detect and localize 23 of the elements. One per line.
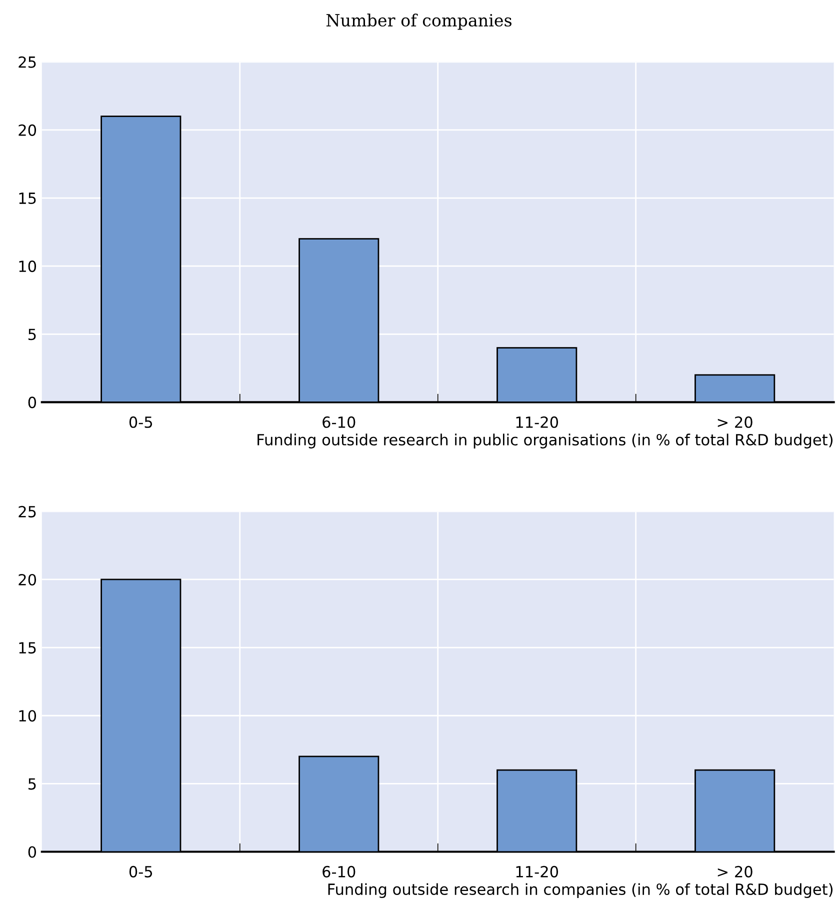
x-tick-label: 6-10	[322, 416, 356, 428]
y-tick-label: 10	[19, 710, 36, 722]
x-tick-label: 11-20	[516, 416, 558, 428]
x-tick-label: 11-20	[516, 866, 558, 878]
y-tick-label: 5	[28, 328, 36, 340]
y-tick-label: 15	[19, 642, 36, 654]
x-tick-label: > 20	[718, 416, 752, 428]
x-tick-label: 6-10	[322, 866, 356, 878]
y-tick-label: 0	[28, 846, 36, 858]
x-tick-label: 0-5	[129, 866, 152, 878]
y-tick-label: 25	[18, 506, 36, 518]
y-tick-label: 20	[18, 574, 36, 586]
chart-subtitle: Number of companies	[326, 14, 512, 30]
y-tick-label: 10	[19, 260, 36, 272]
y-tick-label: 5	[28, 778, 36, 790]
x-tick-label: 0-5	[129, 416, 152, 428]
x-axis-title: Funding outside research in public organisations (in % of total R&D budget)	[258, 434, 833, 448]
x-tick-label: > 20	[718, 866, 752, 878]
x-axis-title: Funding outside research in companies (in % of total R&D budget)	[328, 883, 832, 898]
y-tick-label: 25	[18, 56, 36, 68]
y-tick-label: 0	[28, 396, 36, 408]
y-tick-label: 15	[19, 192, 36, 204]
y-tick-label: 20	[18, 124, 36, 136]
